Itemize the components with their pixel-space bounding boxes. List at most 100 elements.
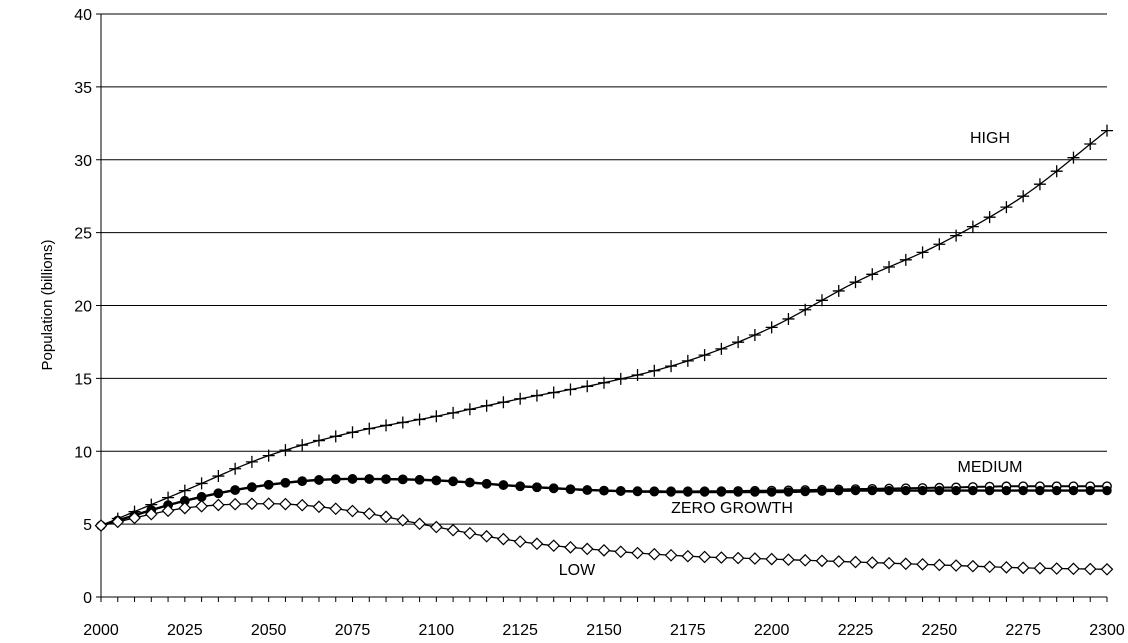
data-point — [899, 253, 912, 266]
data-point — [849, 555, 862, 569]
data-point — [195, 477, 208, 490]
data-point — [532, 482, 542, 492]
data-point — [932, 558, 946, 572]
data-point — [414, 475, 425, 485]
label-layer: HIGH MEDIUM ZERO GROWTH LOW — [559, 130, 1023, 579]
series-label: ZERO GROWTH — [671, 500, 793, 517]
data-point — [582, 485, 592, 495]
data-point — [581, 380, 594, 393]
data-point — [614, 372, 627, 385]
data-point — [448, 476, 458, 487]
data-point — [279, 497, 292, 511]
data-point — [178, 484, 191, 497]
data-point — [597, 544, 611, 557]
data-point — [111, 515, 125, 529]
data-point — [631, 546, 644, 560]
data-point — [716, 487, 727, 497]
data-point — [966, 220, 979, 233]
data-point — [950, 229, 963, 242]
data-point — [1017, 190, 1030, 203]
data-point — [647, 547, 661, 561]
data-point — [346, 504, 359, 518]
data-point — [228, 497, 242, 511]
data-point — [817, 486, 827, 496]
data-point — [547, 386, 560, 399]
data-point — [1050, 562, 1064, 575]
data-point — [866, 268, 879, 281]
data-point — [850, 485, 861, 496]
data-point — [481, 479, 492, 489]
data-point — [379, 510, 393, 524]
data-point — [882, 556, 896, 570]
data-point — [968, 485, 978, 496]
data-point — [1102, 485, 1112, 496]
data-point — [1067, 151, 1080, 164]
data-point — [312, 434, 325, 447]
data-point — [983, 211, 996, 224]
data-point — [1001, 485, 1012, 496]
data-point — [195, 499, 208, 513]
data-point — [398, 474, 408, 485]
data-point — [364, 474, 374, 484]
data-point — [431, 475, 442, 486]
data-point — [715, 551, 728, 564]
x-tick-label: 2200 — [754, 622, 790, 639]
data-point — [666, 487, 676, 497]
x-tick-label: 2225 — [838, 622, 874, 639]
data-point — [832, 555, 846, 568]
data-point — [580, 542, 594, 556]
data-point — [396, 416, 409, 429]
data-point — [196, 492, 207, 502]
data-point — [564, 383, 577, 396]
data-point — [1083, 562, 1097, 576]
data-point — [1018, 485, 1028, 496]
data-point — [347, 474, 358, 484]
data-point — [413, 413, 426, 426]
data-point — [329, 502, 343, 516]
data-point — [1000, 201, 1013, 214]
data-point — [128, 511, 141, 525]
data-point — [699, 487, 710, 497]
data-point — [698, 349, 711, 362]
data-point — [513, 535, 527, 548]
series-layer — [94, 124, 1114, 576]
data-point — [429, 520, 443, 534]
data-point — [230, 485, 240, 495]
data-point — [683, 487, 693, 497]
data-point — [1100, 562, 1114, 576]
data-point — [212, 498, 225, 512]
y-tick-label: 5 — [83, 517, 92, 534]
data-point — [698, 550, 711, 564]
data-point — [497, 532, 510, 546]
data-point — [632, 486, 643, 497]
data-point — [1052, 485, 1062, 496]
data-point — [565, 484, 576, 494]
data-point — [949, 559, 963, 572]
data-point — [329, 430, 342, 443]
data-point — [144, 507, 158, 521]
data-point — [883, 260, 896, 273]
data-point — [1084, 137, 1097, 150]
data-point — [631, 368, 644, 381]
data-point — [733, 487, 743, 497]
data-point — [1050, 165, 1063, 178]
data-point — [549, 483, 559, 493]
data-point — [331, 474, 341, 484]
data-point — [463, 526, 477, 540]
data-point — [1067, 562, 1080, 576]
data-point — [530, 389, 543, 402]
data-point — [715, 342, 728, 355]
data-point — [279, 444, 292, 457]
data-point — [649, 487, 659, 497]
data-point — [380, 419, 393, 432]
data-point — [1035, 485, 1045, 496]
data-point — [245, 455, 258, 468]
data-point — [799, 303, 812, 316]
data-point — [732, 336, 745, 349]
data-point — [1016, 561, 1030, 575]
data-point — [1085, 485, 1095, 496]
x-tick-label: 2125 — [502, 622, 538, 639]
data-point — [951, 485, 961, 496]
data-point — [766, 487, 777, 497]
data-point — [280, 478, 291, 488]
